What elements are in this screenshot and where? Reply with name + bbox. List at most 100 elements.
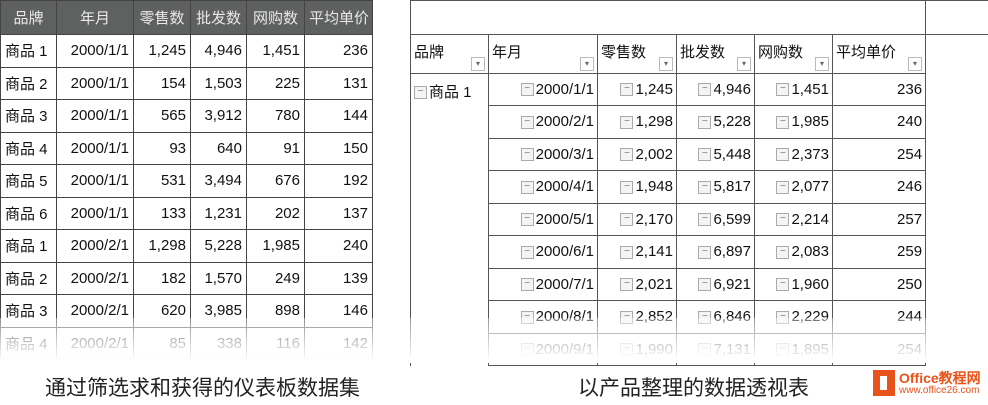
- cell-value: 2,141: [635, 243, 673, 261]
- cell-value: 2000/6/1: [535, 243, 594, 261]
- collapse-icon[interactable]: −: [776, 180, 790, 194]
- cell-value: 236: [897, 80, 923, 98]
- cell-value: 1,451: [791, 80, 829, 98]
- collapse-icon[interactable]: −: [520, 148, 534, 162]
- table-cell: 236: [304, 34, 373, 68]
- pivot-cell: −2000/1/1: [488, 72, 598, 106]
- cell-value: 5,448: [713, 145, 751, 163]
- table-cell: 1,231: [190, 196, 247, 230]
- table-cell: 商品 2: [0, 66, 57, 100]
- collapse-icon[interactable]: −: [520, 245, 534, 259]
- collapse-icon[interactable]: −: [776, 278, 790, 292]
- collapse-icon[interactable]: −: [698, 245, 712, 259]
- pivot-cell: −6,599: [676, 202, 755, 236]
- collapse-icon[interactable]: −: [520, 83, 534, 97]
- pivot-row: − 商品 1−2000/1/1−1,245−4,946−1,451 236: [410, 72, 988, 366]
- table-row: 商品 1 2000/1/1 1,245 4,946 1,451 236: [0, 34, 373, 68]
- cell-value: 257: [897, 210, 923, 228]
- pivot-field-header[interactable]: 品牌 ▾: [410, 34, 489, 74]
- collapse-icon[interactable]: −: [776, 148, 790, 162]
- collapse-icon[interactable]: −: [620, 83, 634, 97]
- collapse-icon[interactable]: −: [776, 213, 790, 227]
- pivot-field-header[interactable]: 年月 ▾: [488, 34, 598, 74]
- pivot-cell: −2000/5/1: [488, 202, 598, 236]
- cell-value: 2000/4/1: [535, 178, 594, 196]
- collapse-icon[interactable]: −: [520, 115, 534, 129]
- pivot-cell: 259: [831, 235, 927, 269]
- collapse-icon[interactable]: −: [520, 278, 534, 292]
- pivot-cell: 236: [831, 72, 927, 106]
- pivot-cell: −2,083: [754, 235, 833, 269]
- pivot-cell: 254: [831, 137, 927, 171]
- filter-dropdown-icon[interactable]: ▾: [580, 56, 594, 71]
- collapse-icon[interactable]: −: [698, 115, 712, 129]
- collapse-icon[interactable]: −: [620, 180, 634, 194]
- cell-value: 2000/3/1: [535, 145, 594, 163]
- table-cell: 5,228: [190, 229, 247, 263]
- collapse-icon[interactable]: −: [414, 86, 427, 100]
- table-cell: 商品 1: [0, 229, 57, 263]
- column-header: 网购数: [246, 0, 305, 35]
- pivot-cell: −1,960: [754, 267, 833, 301]
- collapse-icon[interactable]: −: [620, 115, 634, 129]
- collapse-icon[interactable]: −: [620, 148, 634, 162]
- table-cell: 2000/2/1: [56, 261, 134, 295]
- field-label: 零售数: [601, 44, 647, 61]
- pivot-field-header[interactable]: 平均单价 ▾: [831, 34, 927, 74]
- collapse-icon[interactable]: −: [620, 245, 634, 259]
- pivot-cell: 240: [831, 105, 927, 139]
- cell-value: 1,245: [635, 80, 673, 98]
- pivot-cell: −1,985: [754, 105, 833, 139]
- table-cell: 202: [246, 196, 305, 230]
- table-cell: 2000/1/1: [56, 196, 134, 230]
- field-label: 网购数: [758, 44, 804, 61]
- collapse-icon[interactable]: −: [520, 180, 534, 194]
- collapse-icon[interactable]: −: [776, 115, 790, 129]
- cell-value: 5,228: [713, 113, 751, 131]
- collapse-icon[interactable]: −: [698, 278, 712, 292]
- pivot-field-header[interactable]: 批发数 ▾: [676, 34, 755, 74]
- pivot-cell: −6,897: [676, 235, 755, 269]
- office-logo-icon: [873, 370, 895, 396]
- office26-logo: Office教程网 www.office26.com: [873, 370, 981, 396]
- collapse-icon[interactable]: −: [776, 83, 790, 97]
- filter-dropdown-icon[interactable]: ▾: [659, 56, 673, 71]
- collapse-icon[interactable]: −: [520, 213, 534, 227]
- collapse-icon[interactable]: −: [698, 213, 712, 227]
- table-cell: 137: [304, 196, 373, 230]
- collapse-icon[interactable]: −: [620, 278, 634, 292]
- pivot-cell: 257: [831, 202, 927, 236]
- collapse-icon[interactable]: −: [620, 213, 634, 227]
- table-cell: 150: [304, 131, 373, 165]
- filter-dropdown-icon[interactable]: ▾: [908, 56, 923, 71]
- collapse-icon[interactable]: −: [698, 83, 712, 97]
- table-cell: 192: [304, 164, 373, 198]
- column-header: 年月: [56, 0, 134, 35]
- cell-value: 2000/7/1: [535, 275, 594, 293]
- filter-dropdown-icon[interactable]: ▾: [471, 56, 485, 71]
- table-cell: 3,912: [190, 99, 247, 133]
- pivot-field-header[interactable]: 零售数 ▾: [597, 34, 677, 74]
- collapse-icon[interactable]: −: [698, 180, 712, 194]
- filter-dropdown-icon[interactable]: ▾: [815, 56, 829, 71]
- pivot-cell: −2,373: [754, 137, 833, 171]
- table-row: 商品 2 2000/1/1 154 1,503 225 131: [0, 66, 373, 100]
- filter-dropdown-icon[interactable]: ▾: [737, 56, 751, 71]
- pivot-cell: −1,298: [597, 105, 677, 139]
- table-cell: 2000/1/1: [56, 131, 134, 165]
- table-cell: 商品 2: [0, 261, 57, 295]
- cell-value: 2,373: [791, 145, 829, 163]
- pivot-field-header[interactable]: 网购数 ▾: [754, 34, 833, 74]
- pivot-cell: −1,245: [597, 72, 677, 106]
- table-cell: 1,298: [133, 229, 191, 263]
- table-cell: 1,451: [246, 34, 305, 68]
- cell-value: 2,083: [791, 243, 829, 261]
- collapse-icon[interactable]: −: [776, 245, 790, 259]
- pivot-filter-area: [409, 0, 927, 35]
- collapse-icon[interactable]: −: [698, 148, 712, 162]
- table-cell: 565: [133, 99, 191, 133]
- pivot-cell: −5,817: [676, 170, 755, 204]
- table-cell: 商品 6: [0, 196, 57, 230]
- cell-value: 6,897: [713, 243, 751, 261]
- field-label: 年月: [492, 44, 523, 61]
